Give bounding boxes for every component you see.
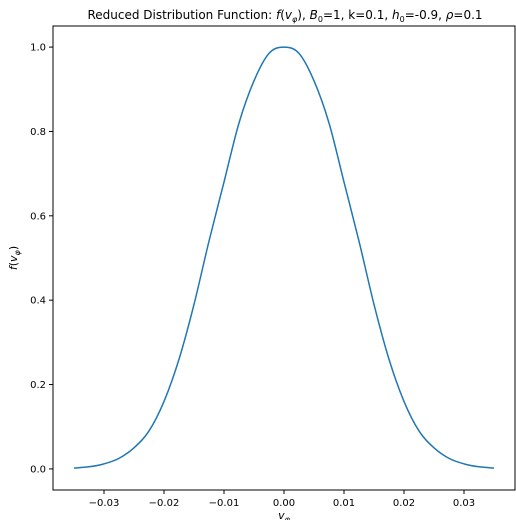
x-tick-label: 0.01 [333,498,355,509]
x-tick-label: −0.01 [209,498,240,509]
y-tick-label: 0.2 [30,380,46,391]
y-axis-ticks: 0.0 0.2 0.4 0.6 0.8 1.0 [30,43,53,475]
x-axis-label: vφ [278,509,291,520]
y-tick-label: 0.6 [30,211,46,222]
y-tick-label: 1.0 [30,43,46,54]
x-tick-label: −0.03 [89,498,120,509]
chart-title: Reduced Distribution Function: f(vφ), B0… [87,8,482,24]
axes-frame [52,25,516,491]
y-tick-label: 0.4 [30,296,46,307]
y-tick-label: 0.0 [30,464,46,475]
x-tick-label: 0.02 [393,498,415,509]
y-axis-label: f(vφ) [7,246,22,270]
x-tick-label: 0.03 [453,498,475,509]
x-tick-label: −0.02 [149,498,180,509]
x-tick-label: 0.00 [273,498,295,509]
x-axis-ticks: −0.03 −0.02 −0.01 0.00 0.01 0.02 0.03 [89,490,475,509]
series-line [73,46,495,469]
y-tick-label: 0.8 [30,127,46,138]
